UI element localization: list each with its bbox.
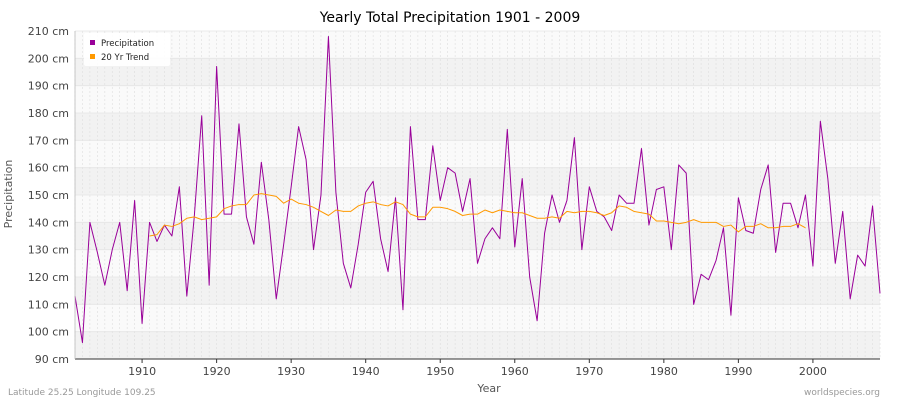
y-tick-labels: 90 cm 100 cm 110 cm 120 cm 130 cm 140 cm 150 c… bbox=[28, 25, 69, 366]
x-tick-labels: 1910 1920 1930 1940 1950 1960 1970 1980 1990 2000 bbox=[128, 359, 827, 378]
x-tick-label: 1930 bbox=[277, 365, 305, 378]
legend-box bbox=[84, 33, 170, 66]
x-tick-label: 2000 bbox=[799, 365, 827, 378]
trend-line bbox=[149, 193, 806, 237]
y-tick-label: 120 cm bbox=[28, 271, 69, 284]
x-tick-label: 1920 bbox=[203, 365, 231, 378]
x-tick-label: 1990 bbox=[724, 365, 752, 378]
x-tick-label: 1980 bbox=[650, 365, 678, 378]
legend-swatch-precipitation bbox=[90, 40, 95, 45]
x-tick-label: 1960 bbox=[501, 365, 529, 378]
series-lines bbox=[74, 35, 881, 344]
y-tick-label: 130 cm bbox=[28, 244, 69, 257]
footer-source: worldspecies.org bbox=[804, 388, 880, 398]
x-tick-label: 1970 bbox=[575, 365, 603, 378]
legend: Precipitation 20 Yr Trend bbox=[84, 33, 170, 66]
y-tick-label: 210 cm bbox=[28, 25, 69, 38]
footer-coordinates: Latitude 25.25 Longitude 109.25 bbox=[8, 388, 156, 398]
y-tick-label: 180 cm bbox=[28, 107, 69, 120]
y-axis-label: Precipitation bbox=[2, 160, 15, 229]
x-tick-label: 1940 bbox=[352, 365, 380, 378]
y-tick-label: 100 cm bbox=[28, 326, 69, 339]
x-tick-label: 1910 bbox=[128, 365, 156, 378]
x-tick-label: 1950 bbox=[426, 365, 454, 378]
y-tick-label: 90 cm bbox=[35, 353, 69, 366]
y-tick-label: 190 cm bbox=[28, 80, 69, 93]
legend-label-trend: 20 Yr Trend bbox=[101, 53, 149, 63]
precipitation-line bbox=[74, 35, 881, 344]
axes bbox=[74, 31, 880, 360]
y-tick-label: 200 cm bbox=[28, 52, 69, 65]
legend-label-precipitation: Precipitation bbox=[101, 39, 154, 49]
y-tick-label: 150 cm bbox=[28, 189, 69, 202]
y-tick-label: 110 cm bbox=[28, 298, 69, 311]
x-axis-label: Year bbox=[476, 382, 501, 395]
y-tick-label: 170 cm bbox=[28, 134, 69, 147]
chart-title: Yearly Total Precipitation 1901 - 2009 bbox=[319, 10, 581, 26]
y-tick-label: 140 cm bbox=[28, 216, 69, 229]
y-tick-label: 160 cm bbox=[28, 162, 69, 175]
legend-swatch-trend bbox=[90, 54, 95, 59]
